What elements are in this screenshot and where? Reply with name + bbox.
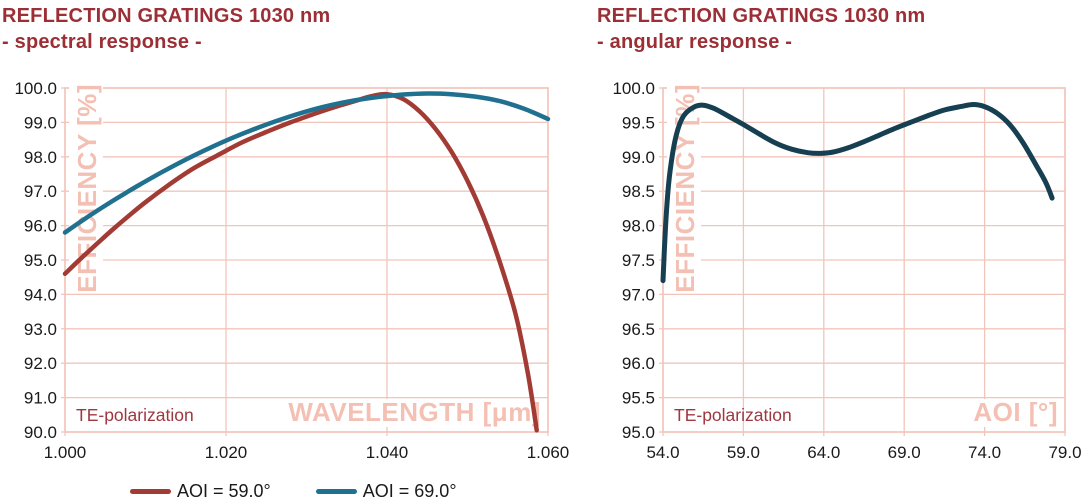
x-tick-label: 1.020 [205, 443, 248, 462]
y-tick-label: 96.5 [622, 320, 655, 339]
ylabel-backdrop [69, 78, 103, 284]
angular-chart-title: REFLECTION GRATINGS 1030 nm [597, 5, 926, 27]
series-line-0 [660, 102, 1055, 284]
y-tick-label: 100.0 [14, 79, 57, 98]
series-line-0 [62, 91, 539, 433]
x-axis-watermark-label: WAVELENGTH [μm] [288, 397, 541, 427]
legend-item-aoi-59: AOI = 59.0° [130, 481, 271, 500]
y-tick-label: 97.0 [24, 182, 57, 201]
annotation-te-polarization: TE-polarization [76, 405, 194, 425]
xlabel-backdrop [319, 399, 544, 427]
y-tick-label: 91.0 [24, 389, 57, 408]
spectral-chart-title-block: REFLECTION GRATINGS 1030 nm - spectral r… [2, 3, 330, 55]
y-axis-watermark-label: EFFICIENCY [%] [670, 84, 700, 293]
y-tick-label: 100.0 [612, 79, 655, 98]
y-tick-label: 94.0 [24, 285, 57, 304]
y-tick-label: 95.0 [622, 423, 655, 442]
spectral-chart-title: REFLECTION GRATINGS 1030 nm [2, 5, 331, 27]
x-tick-label: 1.040 [366, 443, 409, 462]
y-tick-label: 97.0 [622, 285, 655, 304]
y-tick-label: 97.5 [622, 251, 655, 270]
legend-swatch-teal [315, 488, 357, 495]
y-tick-label: 96.0 [622, 354, 655, 373]
y-axis-watermark-label: EFFICIENCY [%] [72, 84, 102, 293]
y-tick-label: 98.5 [622, 182, 655, 201]
x-tick-label: 74.0 [968, 443, 1001, 462]
y-tick-label: 98.0 [622, 217, 655, 236]
legend: AOI = 59.0° AOI = 69.0° [130, 481, 457, 500]
y-tick-label: 99.0 [24, 113, 57, 132]
y-tick-label: 95.5 [622, 389, 655, 408]
legend-swatch-red [130, 488, 171, 495]
y-tick-label: 93.0 [24, 320, 57, 339]
y-tick-label: 99.0 [622, 148, 655, 167]
y-tick-label: 98.0 [24, 148, 57, 167]
y-tick-label: 92.0 [24, 354, 57, 373]
spectral-chart-subtitle: - spectral response - [2, 31, 202, 53]
y-tick-label: 99.5 [622, 113, 655, 132]
legend-label-aoi-69: AOI = 69.0° [362, 481, 457, 500]
plot-border [64, 87, 549, 433]
y-tick-label: 90.0 [24, 423, 57, 442]
x-tick-label: 1.060 [527, 443, 570, 462]
xlabel-backdrop [952, 399, 1061, 427]
legend-label-aoi-59: AOI = 59.0° [177, 481, 271, 500]
x-tick-label: 59.0 [727, 443, 760, 462]
legend-item-aoi-69: AOI = 69.0° [315, 481, 457, 500]
x-tick-label: 69.0 [888, 443, 921, 462]
angular-chart-subtitle: - angular response - [597, 31, 793, 53]
gridlines [65, 88, 548, 432]
tick-labels: 100.0 99.0 98.0 97.0 96.0 95.0 94.0 93.0 92.0 91.… [14, 79, 569, 462]
x-tick-label: 64.0 [807, 443, 840, 462]
series-line-1 [62, 91, 551, 235]
y-tick-label: 95.0 [24, 251, 57, 270]
gridlines [663, 88, 1065, 432]
y-tick-label: 96.0 [24, 217, 57, 236]
x-tick-label: 54.0 [646, 443, 679, 462]
x-axis-watermark-label: AOI [°] [973, 397, 1058, 427]
x-tick-label: 79.0 [1048, 443, 1081, 462]
x-tick-label: 1.000 [44, 443, 87, 462]
annotation-te-polarization: TE-polarization [674, 405, 792, 425]
tick-labels: 100.0 99.5 99.0 98.5 98.0 97.5 97.0 96.5 96.0 95.… [612, 79, 1081, 462]
angular-chart-title-block: REFLECTION GRATINGS 1030 nm - angular re… [597, 3, 925, 55]
